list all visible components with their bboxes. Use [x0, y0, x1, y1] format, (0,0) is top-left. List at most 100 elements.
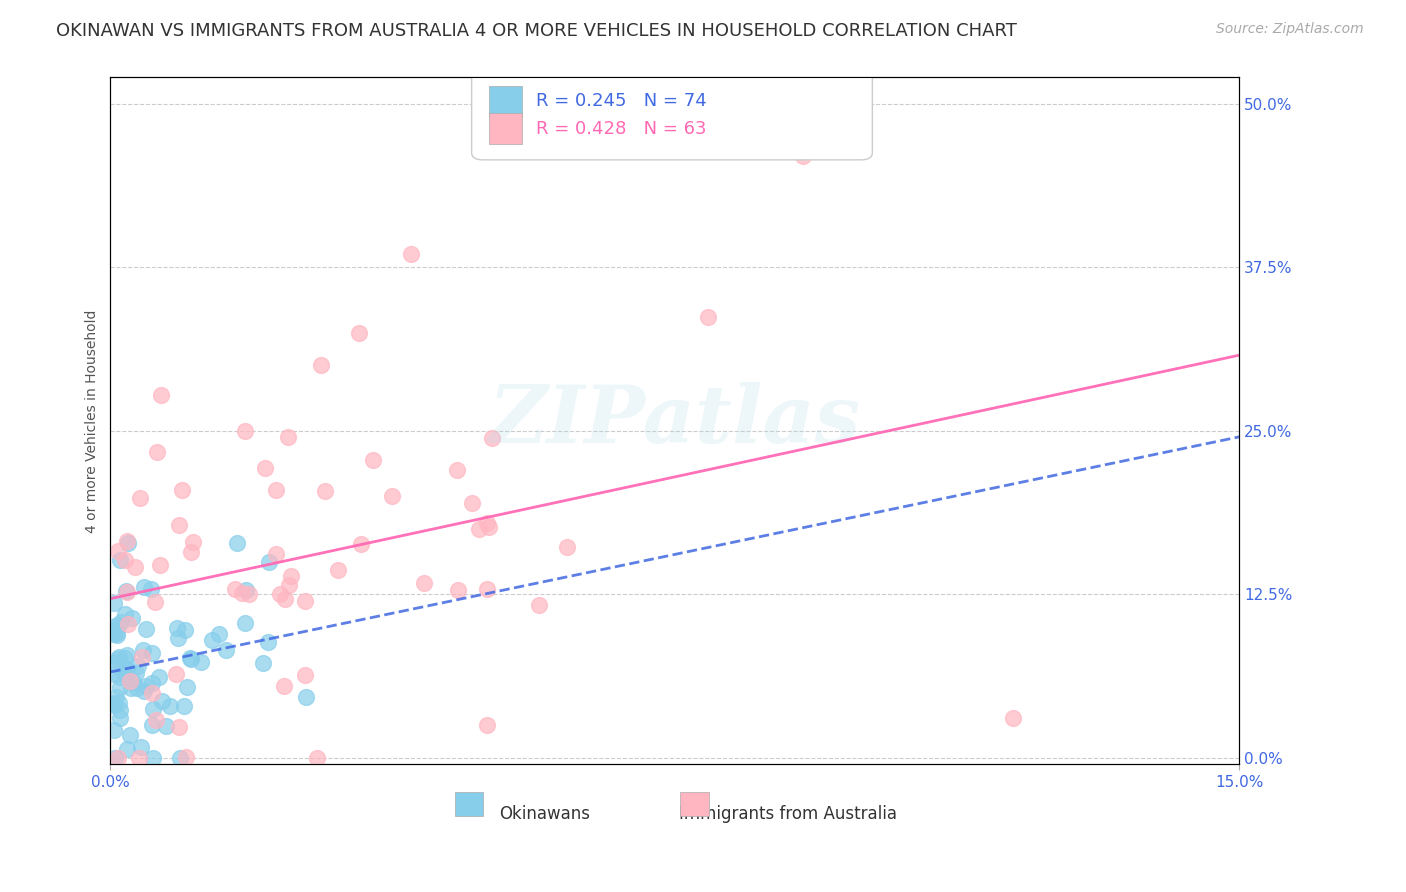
Point — [273, 679, 295, 693]
Point — [135, 679, 157, 693]
Point — [107, 544, 129, 558]
Point — [166, 631, 188, 645]
Point — [110, 615, 132, 630]
FancyBboxPatch shape — [681, 792, 709, 816]
Point — [253, 460, 276, 475]
Point — [107, 651, 129, 665]
Point — [350, 537, 373, 551]
Point — [460, 496, 482, 510]
Point — [125, 666, 148, 681]
Point — [114, 553, 136, 567]
Point — [103, 627, 125, 641]
Point — [132, 581, 155, 595]
Point — [176, 680, 198, 694]
Point — [108, 703, 131, 717]
Point — [224, 582, 246, 596]
Point — [148, 670, 170, 684]
Point — [170, 483, 193, 497]
Point — [152, 694, 174, 708]
Text: Okinawans: Okinawans — [499, 805, 591, 823]
Point — [117, 741, 139, 756]
Point — [309, 358, 332, 372]
Point — [142, 702, 165, 716]
Point — [105, 690, 128, 705]
Point — [190, 656, 212, 670]
Point — [165, 666, 187, 681]
Point — [141, 718, 163, 732]
Point — [103, 698, 125, 712]
Point — [142, 750, 165, 764]
Point — [141, 686, 163, 700]
Point — [124, 559, 146, 574]
Point — [108, 711, 131, 725]
Point — [125, 681, 148, 696]
Point — [173, 698, 195, 713]
Point — [252, 656, 274, 670]
Point — [105, 627, 128, 641]
Point — [233, 424, 256, 438]
FancyBboxPatch shape — [488, 86, 523, 117]
Point — [176, 749, 198, 764]
Point — [295, 690, 318, 704]
Point — [139, 582, 162, 596]
Point — [159, 698, 181, 713]
Point — [214, 642, 236, 657]
Point — [266, 483, 288, 498]
Text: R = 0.245   N = 74: R = 0.245 N = 74 — [536, 93, 707, 111]
Point — [110, 552, 132, 566]
Point — [238, 587, 260, 601]
Point — [103, 596, 125, 610]
Point — [115, 662, 138, 676]
Point — [697, 310, 720, 324]
FancyBboxPatch shape — [454, 792, 482, 816]
Point — [121, 675, 143, 690]
Point — [235, 583, 257, 598]
Point — [145, 444, 167, 458]
Point — [180, 652, 202, 666]
Point — [174, 623, 197, 637]
Point — [103, 655, 125, 669]
Point — [115, 648, 138, 662]
Point — [103, 723, 125, 737]
Point — [1002, 711, 1025, 725]
Point — [294, 594, 316, 608]
Point — [120, 674, 142, 689]
Point — [104, 750, 127, 764]
Point — [143, 595, 166, 609]
Point — [110, 670, 132, 684]
Point — [401, 247, 423, 261]
Point — [179, 650, 201, 665]
Point — [527, 598, 550, 612]
Point — [180, 544, 202, 558]
Point — [201, 633, 224, 648]
Point — [257, 635, 280, 649]
Point — [361, 453, 384, 467]
Point — [264, 547, 287, 561]
Point — [277, 430, 299, 444]
Point — [117, 536, 139, 550]
Point — [110, 680, 132, 694]
Point — [274, 592, 297, 607]
Text: Source: ZipAtlas.com: Source: ZipAtlas.com — [1216, 22, 1364, 37]
Point — [475, 516, 498, 530]
Point — [478, 520, 501, 534]
Text: Immigrants from Australia: Immigrants from Australia — [679, 805, 897, 823]
Point — [294, 668, 316, 682]
Point — [115, 585, 138, 599]
Point — [326, 563, 349, 577]
Point — [103, 667, 125, 681]
Text: R = 0.428   N = 63: R = 0.428 N = 63 — [536, 120, 706, 138]
Text: ZIPatlas: ZIPatlas — [489, 382, 860, 459]
Point — [447, 582, 470, 597]
Point — [114, 651, 136, 665]
Point — [257, 555, 280, 569]
Point — [167, 721, 190, 735]
Point — [120, 728, 142, 742]
Point — [231, 586, 253, 600]
Point — [475, 718, 498, 732]
Point — [128, 491, 150, 506]
Point — [141, 646, 163, 660]
Point — [129, 740, 152, 755]
Point — [115, 534, 138, 549]
Point — [103, 622, 125, 636]
